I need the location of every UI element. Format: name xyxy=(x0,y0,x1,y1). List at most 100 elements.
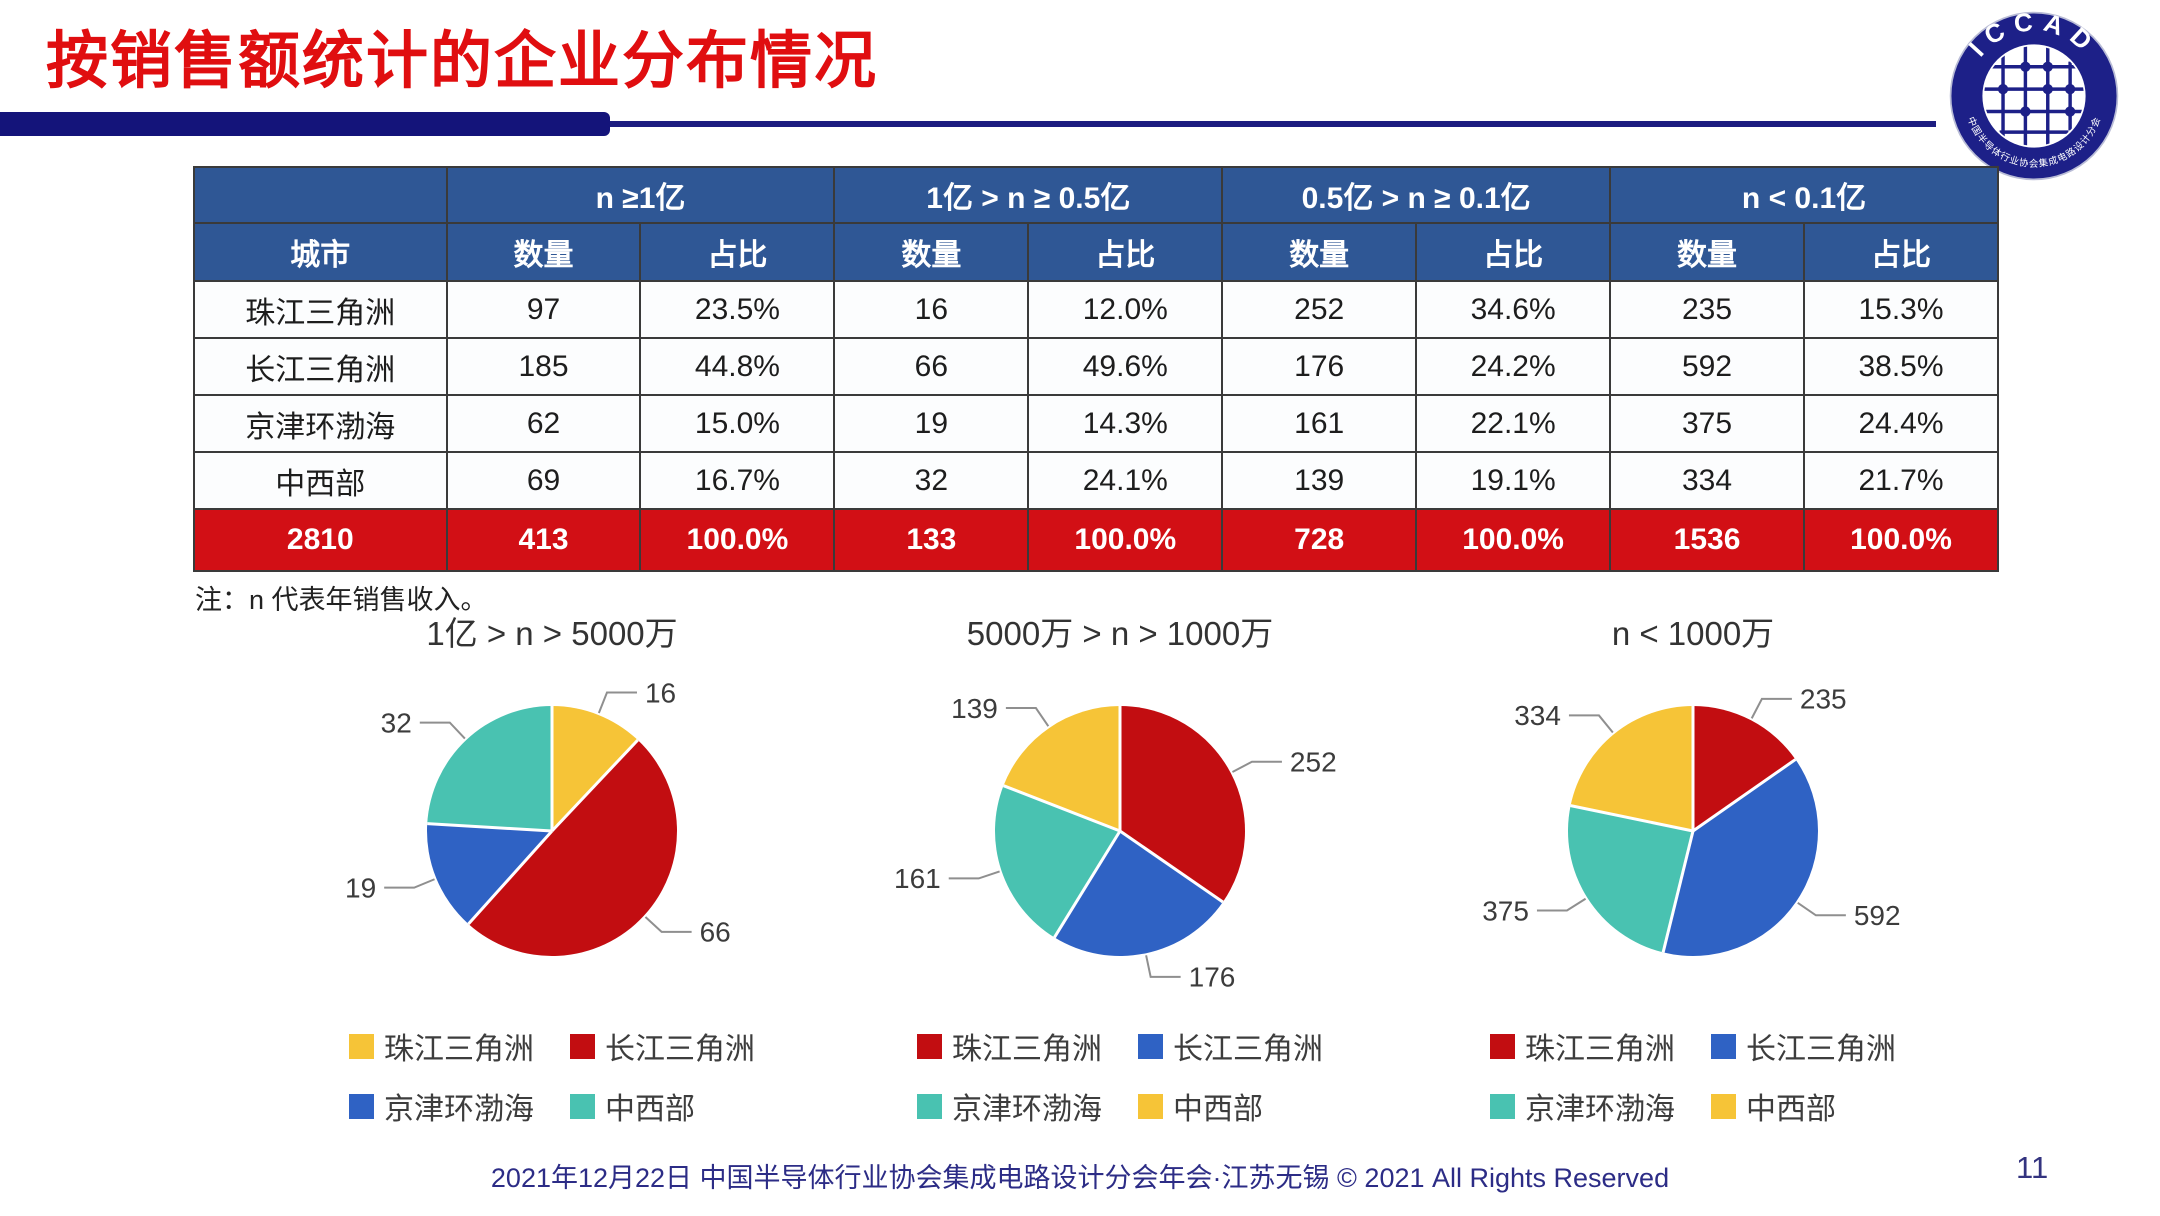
value-cell: 23.5% xyxy=(639,280,836,339)
city-cell: 珠江三角洲 xyxy=(193,280,448,339)
legend-item: 珠江三角洲 xyxy=(349,1024,534,1068)
pie-slice xyxy=(1663,759,1818,956)
legend-swatch-icon xyxy=(1711,1033,1736,1059)
sub-header-share: 占比 xyxy=(1803,222,1999,282)
pie-label-leader xyxy=(1231,760,1282,773)
total-cell: 1536 xyxy=(1609,508,1805,572)
total-cell: 100.0% xyxy=(639,508,836,572)
pie-value-label: 66 xyxy=(700,917,731,948)
value-cell: 15.3% xyxy=(1803,280,1999,339)
legend-label: 京津环渤海 xyxy=(384,1093,534,1126)
pie-value-label: 16 xyxy=(645,677,676,708)
pie-label-leader xyxy=(1145,955,1181,978)
title-underline-thick xyxy=(0,112,610,136)
table-note: 注：n 代表年销售收入。 xyxy=(195,585,488,615)
table-group-header-row: n ≥1亿 1亿 > n ≥ 0.5亿 0.5亿 > n ≥ 0.1亿 n < … xyxy=(193,166,1999,224)
total-cell: 100.0% xyxy=(1415,508,1612,572)
pie-value-label: 235 xyxy=(1800,684,1847,715)
pie-chart-2: 5000万 > n > 1000万 252 176 161 139 珠江三角洲 长江三角… xyxy=(880,612,1360,1128)
legend-label: 长江三角洲 xyxy=(1173,1033,1323,1066)
legend-swatch-icon xyxy=(1711,1093,1736,1119)
pie-label-leader xyxy=(1568,714,1614,734)
footer-text: 2021年12月22日 中国半导体行业协会集成电路设计分会年会·江苏无锡 © 2… xyxy=(490,1163,1670,1193)
legend-swatch-icon xyxy=(917,1033,942,1059)
group-header: n < 0.1亿 xyxy=(1609,166,1999,224)
value-cell: 19.1% xyxy=(1415,451,1612,510)
legend-swatch-icon xyxy=(349,1093,374,1119)
pie-value-label: 252 xyxy=(1290,747,1337,778)
legend-swatch-icon xyxy=(1138,1033,1163,1059)
value-cell: 14.3% xyxy=(1027,394,1224,453)
pie-label-leader xyxy=(1797,902,1846,917)
value-cell: 32 xyxy=(833,451,1030,510)
value-cell: 44.8% xyxy=(639,337,836,396)
pie-3-legend: 珠江三角洲 长江三角洲 京津环渤海 中西部 xyxy=(1453,1024,1933,1128)
pie-slice xyxy=(552,706,638,831)
pie-2-legend: 珠江三角洲 长江三角洲 京津环渤海 中西部 xyxy=(880,1024,1360,1128)
pie-chart-1: 1亿 > n > 5000万 16 66 19 32 珠江三角洲 长江三角洲 京津环渤海 中… xyxy=(312,612,792,1128)
legend-item: 长江三角洲 xyxy=(570,1024,755,1068)
legend-label: 长江三角洲 xyxy=(605,1033,755,1066)
legend-label: 珠江三角洲 xyxy=(952,1033,1102,1066)
value-cell: 176 xyxy=(1221,337,1418,396)
pie-value-label: 334 xyxy=(1514,700,1561,731)
sub-header-count: 数量 xyxy=(1609,222,1805,282)
table-row: 珠江三角洲 97 23.5% 16 12.0% 252 34.6% 235 15.3% xyxy=(193,280,1999,339)
sub-header-count: 数量 xyxy=(833,222,1030,282)
pie-slice-separator xyxy=(1002,784,1121,833)
pie-value-label: 32 xyxy=(381,707,412,738)
pie-slice xyxy=(1120,706,1245,903)
pie-value-label: 592 xyxy=(1854,900,1901,931)
value-cell: 15.0% xyxy=(639,394,836,453)
value-cell: 69 xyxy=(445,451,642,510)
pie-value-label: 161 xyxy=(894,863,941,894)
group-header: n ≥1亿 xyxy=(445,166,836,224)
pie-chart-2-title: 5000万 > n > 1000万 xyxy=(966,615,1274,652)
value-cell: 19 xyxy=(833,394,1030,453)
value-cell: 24.1% xyxy=(1027,451,1224,510)
legend-item: 长江三角洲 xyxy=(1138,1024,1323,1068)
pie-3: 235 592 375 334 xyxy=(1482,684,1901,956)
legend-label: 中西部 xyxy=(605,1093,695,1126)
pie-label-leader xyxy=(1536,897,1587,912)
pie-value-label: 139 xyxy=(951,693,998,724)
sub-header-share: 占比 xyxy=(1027,222,1224,282)
value-cell: 34.6% xyxy=(1415,280,1612,339)
pie-slice xyxy=(995,785,1120,938)
pie-label-leader xyxy=(419,721,466,740)
group-header: 1亿 > n ≥ 0.5亿 xyxy=(833,166,1224,224)
group-header: 0.5亿 > n ≥ 0.1亿 xyxy=(1221,166,1612,224)
title-underline-thin xyxy=(0,121,1936,127)
legend-label: 京津环渤海 xyxy=(1525,1093,1675,1126)
sub-header-share: 占比 xyxy=(639,222,836,282)
table-row: 京津环渤海 62 15.0% 19 14.3% 161 22.1% 375 24.4% xyxy=(193,394,1999,453)
total-cell: 413 xyxy=(445,508,642,572)
pie-slice-separator xyxy=(467,829,554,925)
table-sub-header-row: 城市 数量 占比 数量 占比 数量 占比 数量 占比 xyxy=(193,222,1999,282)
stats-table: n ≥1亿 1亿 > n ≥ 0.5亿 0.5亿 > n ≥ 0.1亿 n < … xyxy=(193,166,1999,572)
pie-label-leader xyxy=(597,691,637,714)
pie-chart-3-title: n < 1000万 xyxy=(1611,615,1775,652)
pie-slice xyxy=(1568,805,1693,953)
legend-swatch-icon xyxy=(570,1033,595,1059)
pie-label-leader xyxy=(384,878,435,889)
pie-value-label: 176 xyxy=(1189,962,1236,993)
sub-header-count: 数量 xyxy=(445,222,642,282)
pie-value-label: 19 xyxy=(345,872,376,903)
legend-item: 京津环渤海 xyxy=(349,1084,534,1128)
total-cell: 100.0% xyxy=(1027,508,1224,572)
pie-slice xyxy=(1570,706,1693,831)
value-cell: 161 xyxy=(1221,394,1418,453)
pie-label-leader xyxy=(1750,697,1792,719)
pie-slice-separator xyxy=(1692,758,1797,833)
pie-slice-separator xyxy=(1570,804,1694,833)
pie-slice xyxy=(427,706,552,831)
pie-chart-3: n < 1000万 235 592 375 334 珠江三角洲 长江三角洲 京津环渤海 中西… xyxy=(1453,612,1933,1128)
page-title: 按销售额统计的企业分布情况 xyxy=(46,27,879,96)
city-header: 城市 xyxy=(193,222,448,282)
total-cell: 100.0% xyxy=(1803,508,1999,572)
legend-swatch-icon xyxy=(570,1093,595,1119)
value-cell: 49.6% xyxy=(1027,337,1224,396)
legend-label: 中西部 xyxy=(1173,1093,1263,1126)
